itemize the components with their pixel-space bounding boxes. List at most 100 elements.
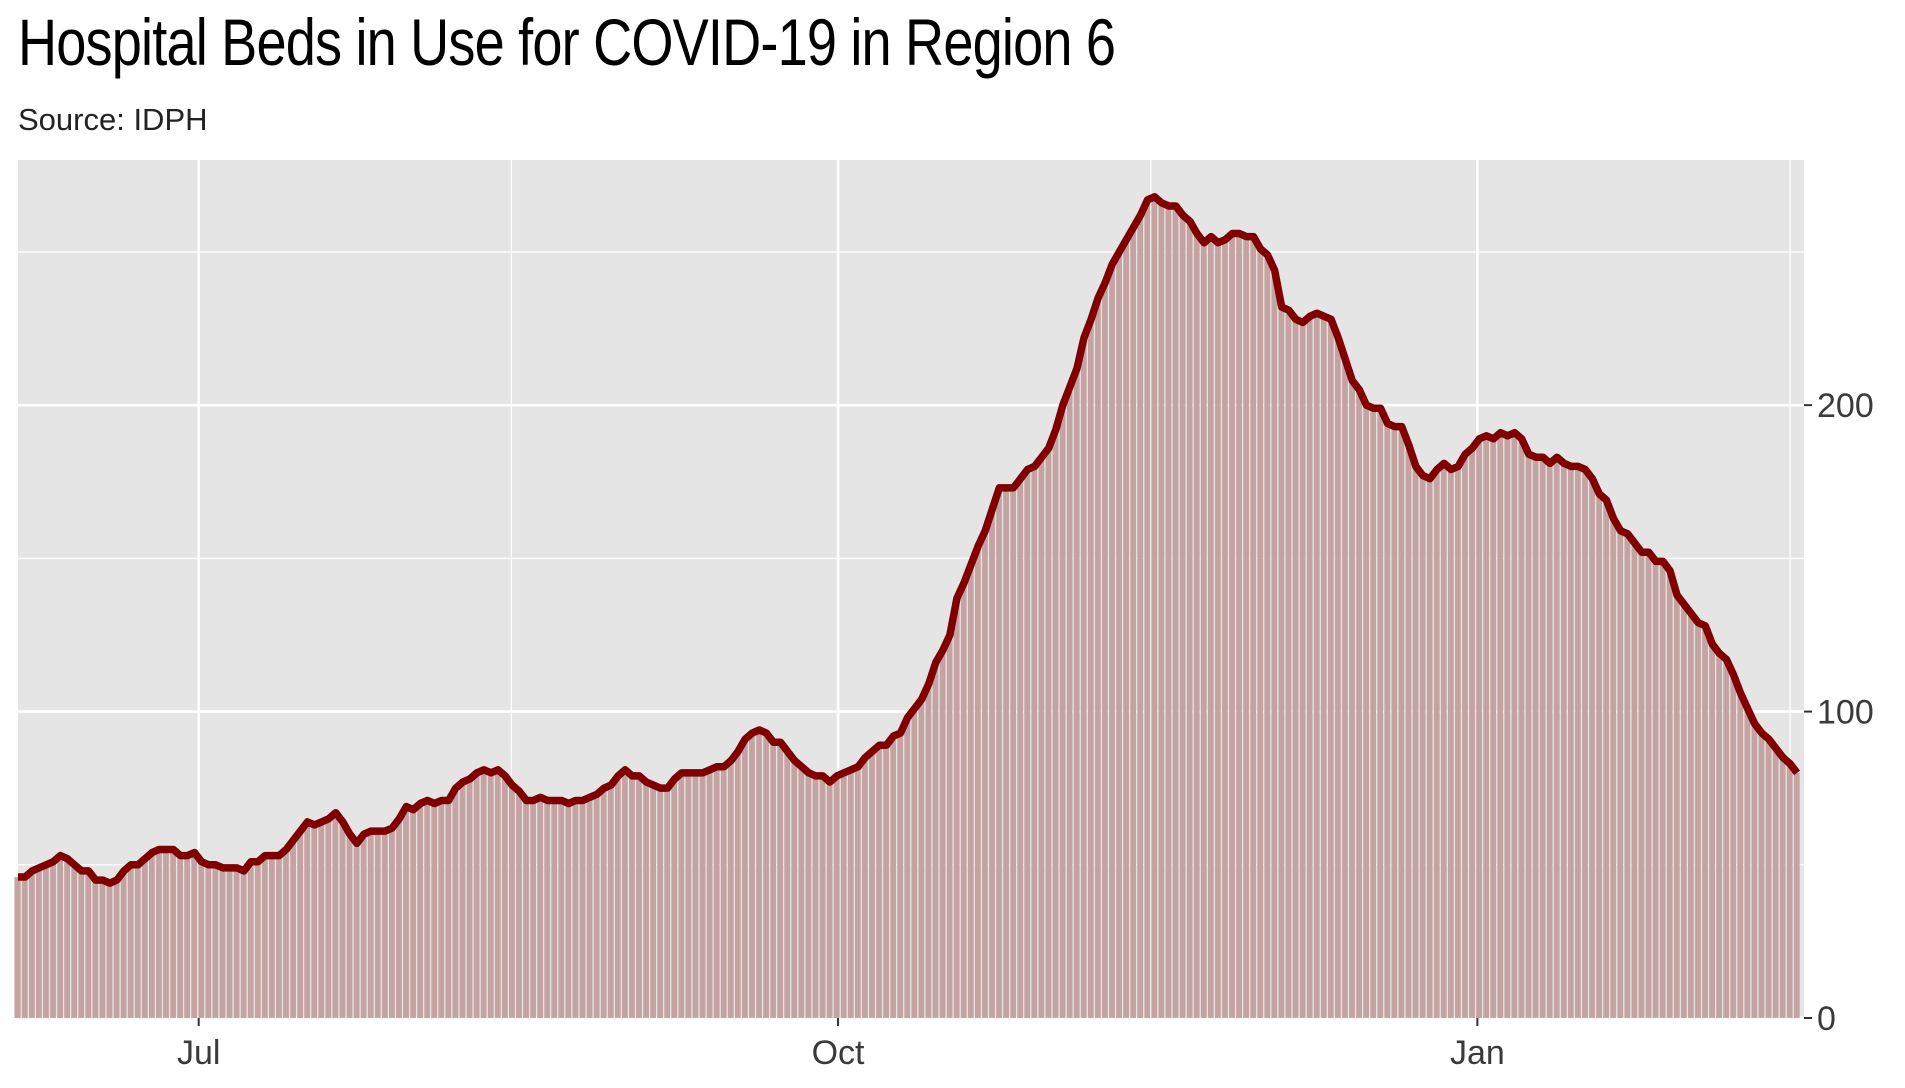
bar [78, 870, 85, 1018]
bar [762, 733, 769, 1018]
bar [438, 800, 445, 1018]
bar [635, 775, 642, 1018]
bar [889, 736, 897, 1018]
bar [198, 861, 205, 1018]
bar [127, 864, 134, 1018]
bar [1221, 239, 1228, 1018]
bar [1271, 270, 1278, 1018]
bar [649, 785, 657, 1018]
bar [1341, 359, 1348, 1018]
bar [946, 634, 953, 1018]
x-tick-label: Jan [1450, 1034, 1505, 1072]
bar [783, 751, 791, 1018]
bar [1172, 205, 1179, 1018]
bar [847, 769, 854, 1018]
bar [614, 775, 621, 1018]
bar [791, 760, 798, 1018]
bar [543, 800, 551, 1018]
bar [183, 855, 191, 1018]
bar [911, 708, 918, 1018]
bar [925, 683, 932, 1018]
x-tick-label: Jul [177, 1034, 220, 1072]
bar [459, 782, 466, 1018]
bar [1609, 518, 1617, 1018]
bar [49, 861, 56, 1018]
bar [1511, 432, 1518, 1018]
bar [826, 782, 833, 1018]
bar [254, 861, 261, 1018]
bar [1687, 613, 1694, 1018]
bar [896, 733, 904, 1018]
bar [162, 849, 169, 1018]
bar [988, 509, 995, 1018]
bar [1758, 733, 1765, 1018]
bar [1334, 337, 1341, 1018]
bar [798, 766, 805, 1018]
bar [918, 699, 925, 1018]
bar [1327, 319, 1334, 1018]
bar [1518, 438, 1525, 1019]
bar [1398, 426, 1405, 1018]
bar [734, 751, 741, 1018]
bar [1602, 500, 1610, 1018]
bar [663, 788, 671, 1018]
bar [1151, 196, 1158, 1018]
bar [1144, 199, 1151, 1019]
bar [1567, 466, 1574, 1018]
bar [113, 880, 120, 1018]
bar [586, 797, 593, 1018]
bar [1024, 469, 1031, 1018]
bar [92, 880, 99, 1018]
x-tick-label: Oct [812, 1034, 865, 1072]
bar [600, 788, 607, 1018]
bar [120, 870, 127, 1018]
bar [1320, 316, 1327, 1018]
bar [1193, 233, 1200, 1019]
bar [1094, 297, 1101, 1019]
bar [325, 818, 332, 1018]
bar [1052, 429, 1059, 1019]
bar [28, 870, 35, 1018]
bar [1031, 466, 1038, 1018]
bar [1214, 242, 1221, 1018]
bar [692, 772, 699, 1018]
bar [1405, 444, 1412, 1018]
bar [275, 855, 282, 1018]
bar [374, 831, 381, 1018]
bar [409, 809, 416, 1018]
bar [565, 803, 572, 1018]
bar [1489, 438, 1497, 1019]
series-line [18, 193, 1801, 887]
bar [1659, 561, 1666, 1018]
bar [981, 530, 988, 1018]
bar [882, 745, 889, 1018]
bar [1207, 236, 1214, 1018]
bar [381, 831, 388, 1018]
bar [1256, 248, 1264, 1019]
bar [303, 821, 311, 1018]
bar [628, 775, 635, 1018]
bar [727, 760, 734, 1018]
bar [367, 831, 374, 1018]
bar [1066, 386, 1073, 1018]
bar [1574, 466, 1581, 1018]
bar [395, 818, 402, 1018]
bar [515, 791, 522, 1018]
bar [748, 733, 755, 1018]
bar [1553, 457, 1560, 1018]
bar [1638, 552, 1645, 1018]
bar [388, 828, 395, 1018]
bar [169, 849, 176, 1018]
bar [1369, 408, 1377, 1018]
bar [536, 797, 544, 1018]
bar [1235, 233, 1242, 1019]
bar [741, 739, 748, 1018]
bar [903, 717, 911, 1018]
bar [1412, 466, 1419, 1018]
bar [1468, 448, 1475, 1018]
bar [1228, 233, 1235, 1019]
bar [1108, 264, 1115, 1019]
bar [85, 870, 92, 1018]
bar [967, 564, 974, 1018]
bar [875, 745, 882, 1018]
